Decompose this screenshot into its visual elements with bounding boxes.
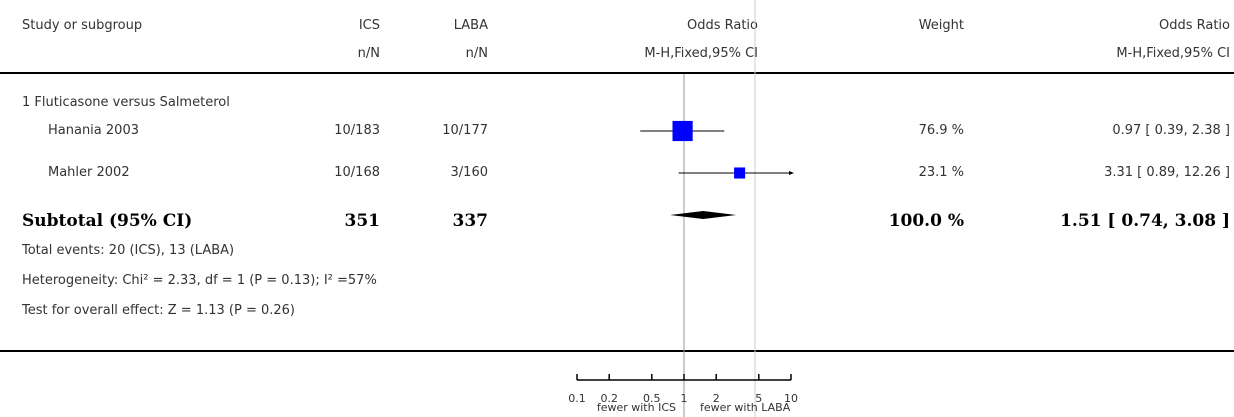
x-axis-tick-label: 10 [784, 392, 798, 405]
col-header-weight: Weight [918, 18, 964, 33]
subtotal-diamond [670, 211, 737, 219]
col-header-or: Odds Ratio [1158, 18, 1230, 33]
favours-right-label: fewer with LABA [700, 401, 791, 414]
x-axis-tick-label: 1 [681, 392, 688, 405]
footer-divider [0, 350, 1234, 352]
col-header-laba: LABA [453, 18, 488, 33]
subtotal-laba: 337 [452, 211, 489, 231]
x-axis-tick-label: 2 [713, 392, 720, 405]
col-header-laba-sub: n/N [465, 46, 488, 61]
subtotal-label: Subtotal (95% CI) [22, 211, 193, 231]
study-name: Hanania 2003 [48, 123, 139, 138]
subtotal-ics: 351 [344, 211, 381, 231]
col-header-or-plot-sub: M-H,Fixed,95% CI [644, 46, 758, 61]
subtotal-or-text: 1.51 [ 0.74, 3.08 ] [1060, 211, 1230, 231]
ci-arrow [789, 171, 794, 175]
x-axis-tick-label: 0.5 [643, 392, 661, 405]
study-marker [672, 120, 693, 142]
col-header-ics: ICS [358, 18, 380, 33]
study-weight: 23.1 % [918, 165, 964, 180]
study-name: Mahler 2002 [48, 165, 130, 180]
study-or-text: 3.31 [ 0.89, 12.26 ] [1104, 165, 1230, 180]
col-header-or-sub: M-H,Fixed,95% CI [1116, 46, 1230, 61]
group-title: 1 Fluticasone versus Salmeterol [22, 95, 230, 110]
study-ics: 10/183 [334, 123, 380, 138]
header-divider [0, 72, 1234, 74]
total-events-note: Total events: 20 (ICS), 13 (LABA) [22, 243, 235, 258]
favours-left-label: fewer with ICS [597, 401, 676, 414]
x-axis-tick-label: 0.1 [568, 392, 586, 405]
study-laba: 3/160 [450, 165, 488, 180]
study-weight: 76.9 % [918, 123, 964, 138]
study-or-text: 0.97 [ 0.39, 2.38 ] [1112, 123, 1230, 138]
overall-effect-note: Test for overall effect: Z = 1.13 (P = 0… [22, 303, 295, 318]
subtotal-weight: 100.0 % [888, 211, 964, 231]
study-laba: 10/177 [442, 123, 488, 138]
study-marker [734, 167, 746, 179]
col-header-ics-sub: n/N [357, 46, 380, 61]
x-axis-tick-label: 5 [755, 392, 762, 405]
col-header-or-plot: Odds Ratio [686, 18, 758, 33]
study-ics: 10/168 [334, 165, 380, 180]
col-header-study: Study or subgroup [22, 18, 143, 33]
heterogeneity-note: Heterogeneity: Chi² = 2.33, df = 1 (P = … [22, 273, 377, 288]
x-axis-tick-label: 0.2 [600, 392, 618, 405]
